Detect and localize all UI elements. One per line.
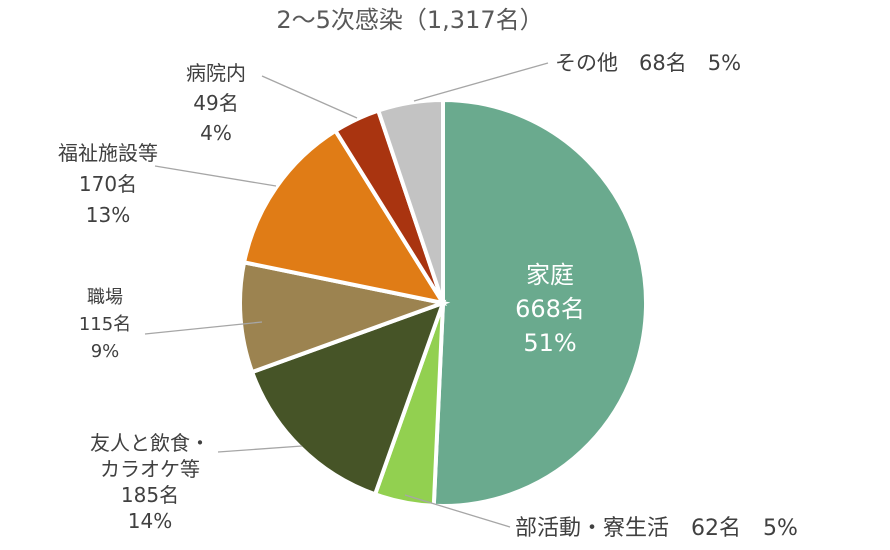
pie-slice-3	[238, 260, 451, 375]
pie-slice-4	[241, 128, 448, 306]
leader-line-6	[413, 62, 549, 102]
slice-label-5: 病院内 49名 4%	[186, 61, 246, 145]
pie-slice-6	[375, 97, 445, 304]
leader-lines	[144, 62, 549, 528]
pie-slice-0	[431, 97, 649, 508]
leader-line-2	[217, 445, 303, 453]
pie-slices	[238, 97, 649, 508]
slice-label-4: 福祉施設等 170名 13%	[58, 141, 158, 227]
slice-label-1: 部活動・寮生活 62名 5%	[515, 516, 798, 541]
leader-line-3	[144, 321, 263, 335]
leader-line-1	[404, 494, 511, 528]
chart-title: 2～5次感染（1,317名）	[276, 6, 543, 34]
slice-labels: 家庭 668名 51% 部活動・寮生活 62名 5% 友人と飲食・カラオケ等 185名 14…	[58, 51, 798, 541]
slice-label-0: 家庭 668名 51%	[515, 261, 585, 357]
leader-line-4	[154, 165, 277, 187]
slice-label-3: 職場 115名 9%	[79, 287, 131, 362]
slice-label-2: 友人と飲食・カラオケ等 185名 14%	[90, 431, 210, 533]
slice-label-6: その他 68名 5%	[555, 51, 741, 75]
leader-line-5	[261, 75, 358, 119]
